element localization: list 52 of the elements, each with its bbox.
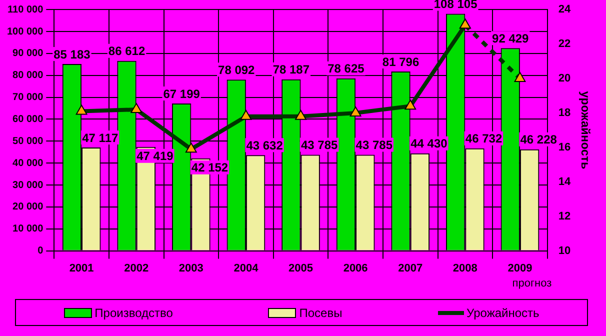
data-label: 81 796 [382, 54, 420, 69]
x-tick-label: 2009 [508, 262, 532, 274]
y-tick-label: 30 000 [12, 180, 44, 191]
data-label: 44 430 [410, 136, 448, 151]
x-tick-label: 2007 [398, 262, 423, 274]
y2-tick-label: 12 [558, 210, 571, 222]
y2-axis-title: урожайность [578, 91, 592, 170]
data-label: 92 429 [492, 31, 530, 46]
data-label: 78 187 [272, 62, 310, 77]
y-tick-label: 20 000 [12, 202, 44, 213]
data-label: 46 732 [465, 132, 502, 146]
y-tick-label: 110 000 [8, 4, 44, 16]
y2-tick-label: 16 [558, 141, 571, 154]
y2-tick-label: 10 [558, 244, 571, 257]
data-label: 78 092 [218, 62, 256, 77]
data-label: 43 632 [246, 138, 284, 152]
data-label: 47 419 [136, 149, 174, 164]
y-tick-label: 90 000 [12, 48, 44, 60]
data-label: 43 785 [300, 138, 338, 152]
y-tick-label: 70 000 [12, 92, 44, 104]
y2-tick-label: 22 [558, 38, 571, 50]
y-tick-label: 100 000 [6, 26, 44, 38]
data-label: 78 625 [328, 62, 365, 76]
data-label: 43 785 [356, 138, 393, 152]
y2-tick-label: 20 [558, 72, 571, 85]
y-tick-label: 50 000 [12, 136, 44, 147]
legend-label: Производство [94, 306, 173, 320]
y-tick-label: 40 000 [12, 158, 44, 169]
legend-label: Урожайность [466, 306, 540, 320]
y-tick-label: 0 [38, 246, 44, 257]
data-label: 47 117 [82, 130, 118, 145]
y2-tick-label: 24 [558, 4, 572, 16]
x-tick-label: 2006 [343, 262, 368, 274]
x-tick-label: 2001 [69, 262, 94, 274]
legend-label: Посевы [298, 306, 342, 320]
x-tick-label: 2004 [234, 262, 260, 274]
data-label: 46 228 [520, 132, 558, 147]
y-tick-label: 80 000 [12, 70, 44, 82]
data-label: 108 105 [434, 0, 478, 12]
y2-tick-label: 18 [558, 107, 571, 120]
y2-tick-label: 14 [558, 176, 572, 188]
x-tick-label: 2003 [178, 262, 204, 274]
text: прогноз [512, 277, 552, 290]
data-label: 67 199 [163, 86, 200, 101]
data-label: 42 152 [191, 160, 228, 175]
y-tick-label: 10 000 [12, 224, 44, 235]
x-tick-label: 2002 [124, 262, 149, 274]
y-tick-label: 60 000 [12, 114, 44, 125]
data-label: 85 183 [54, 47, 91, 62]
x-tick-label: 2008 [452, 262, 478, 274]
x-tick-label: 2005 [288, 262, 313, 274]
data-label: 86 612 [108, 44, 146, 58]
